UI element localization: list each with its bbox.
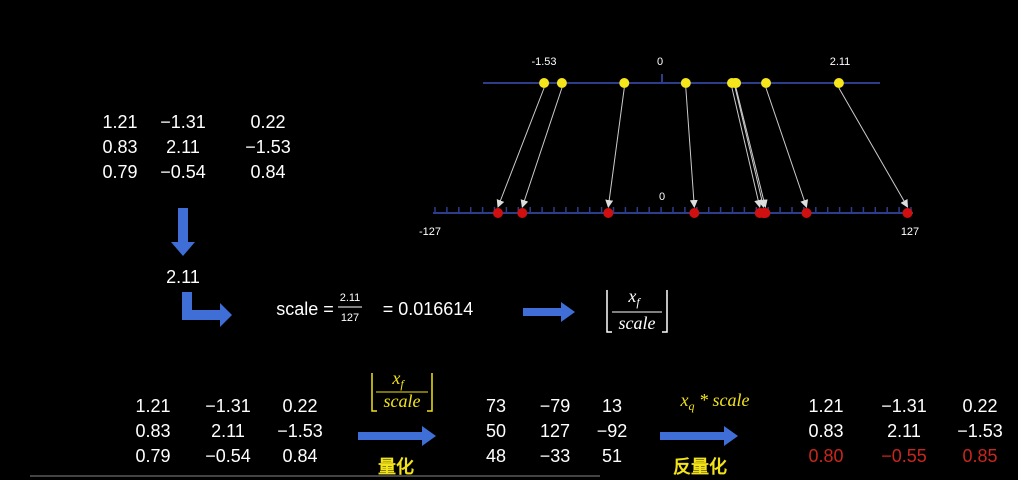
- float-dot: [619, 78, 630, 88]
- matrix-cell: 73: [486, 396, 506, 416]
- round-denominator: scale: [619, 313, 656, 333]
- matrix-cell: 51: [602, 446, 622, 466]
- matrix-cell: −0.55: [881, 446, 927, 466]
- matrix-cell: −33: [540, 446, 571, 466]
- matrix-cell: 1.21: [102, 112, 137, 132]
- matrix-cell: −1.53: [277, 421, 323, 441]
- matrix-cell: 0.22: [962, 396, 997, 416]
- int-line-label: -127: [419, 226, 441, 238]
- matrix-cell: 0.22: [250, 112, 285, 132]
- matrix-cell: 48: [486, 446, 506, 466]
- matrix-cell: −0.54: [205, 446, 251, 466]
- float-line-label: -1.53: [531, 56, 556, 68]
- float-line-label: 2.11: [830, 56, 851, 68]
- dequantize-formula: xq * scale: [680, 390, 750, 413]
- mapping-arrow: [765, 87, 809, 208]
- matrix-cell: 50: [486, 421, 506, 441]
- matrix-cell: 0.84: [282, 446, 317, 466]
- matrix-cell: −1.53: [245, 137, 291, 157]
- matrix-cell: −1.31: [160, 112, 206, 132]
- quantize-label: 量化: [378, 456, 414, 478]
- int-dot: [801, 208, 812, 218]
- matrix-cell: 2.11: [166, 137, 200, 157]
- int-dot: [492, 208, 503, 218]
- float-dot: [731, 78, 742, 88]
- down-arrow: [171, 208, 195, 256]
- scale-lhs: scale =: [276, 299, 334, 319]
- float-dot: [680, 78, 691, 88]
- quantize-denominator: scale: [384, 391, 421, 411]
- int-dot: [760, 208, 771, 218]
- matrix-cell: −1.53: [957, 421, 1003, 441]
- float-line-label: 0: [657, 56, 663, 68]
- int-dot: [603, 208, 614, 218]
- float-dot: [539, 78, 550, 88]
- mapping-arrow: [605, 87, 625, 208]
- mapping-arrow: [838, 87, 908, 208]
- matrix-cell: −1.31: [881, 396, 927, 416]
- scale-result: = 0.016614: [383, 299, 474, 319]
- matrix-cell: 0.85: [962, 446, 997, 466]
- matrix-cell: 0.83: [102, 137, 137, 157]
- mapping-arrow: [734, 87, 766, 208]
- matrix-cell: 0.84: [250, 162, 285, 182]
- matrix-cell: 0.79: [102, 162, 137, 182]
- matrix-cell: 13: [602, 396, 622, 416]
- matrix-cell: 1.21: [808, 396, 843, 416]
- matrix-cell: −79: [540, 396, 571, 416]
- mapping-arrow: [496, 87, 545, 208]
- right-arrow: [523, 302, 575, 322]
- matrix-cell: 0.83: [808, 421, 843, 441]
- dequantize-arrow: [660, 426, 738, 446]
- float-dot: [761, 78, 772, 88]
- matrix-cell: 1.21: [135, 396, 170, 416]
- float-dot: [833, 78, 844, 88]
- int-dot: [689, 208, 700, 218]
- matrix-cell: 0.80: [808, 446, 843, 466]
- mapping-arrow: [735, 87, 768, 208]
- mapping-arrow: [685, 87, 698, 208]
- int-dot: [517, 208, 528, 218]
- round-numerator: xf: [627, 286, 641, 309]
- matrix-cell: 2.11: [887, 421, 921, 441]
- matrix-cell: 0.83: [135, 421, 170, 441]
- matrix-cell: 0.79: [135, 446, 170, 466]
- floor-brackets: [606, 290, 668, 333]
- matrix-cell: −0.54: [160, 162, 206, 182]
- dequantize-label: 反量化: [673, 456, 727, 478]
- scale-numerator: 2.11: [340, 292, 361, 304]
- matrix-cell: −92: [597, 421, 628, 441]
- int-line-label: 127: [901, 226, 919, 238]
- matrix-cell: 127: [540, 421, 570, 441]
- float-dot: [556, 78, 567, 88]
- elbow-arrow: [182, 292, 232, 327]
- quantize-arrow: [358, 426, 436, 446]
- mapping-arrow: [731, 87, 763, 208]
- matrix-cell: 0.22: [282, 396, 317, 416]
- int-dot: [902, 208, 913, 218]
- matrix-cell: −1.31: [205, 396, 251, 416]
- matrix-cell: 2.11: [211, 421, 245, 441]
- number-lines: -1.53 0 2.11 -127 0 127: [419, 56, 919, 238]
- int-line-label: 0: [659, 191, 665, 203]
- scale-denominator: 127: [341, 312, 359, 324]
- max-value: 2.11: [166, 267, 200, 287]
- floor-brackets: [371, 373, 433, 412]
- quantize-numerator: xf: [391, 368, 405, 391]
- mapping-arrow: [520, 87, 563, 208]
